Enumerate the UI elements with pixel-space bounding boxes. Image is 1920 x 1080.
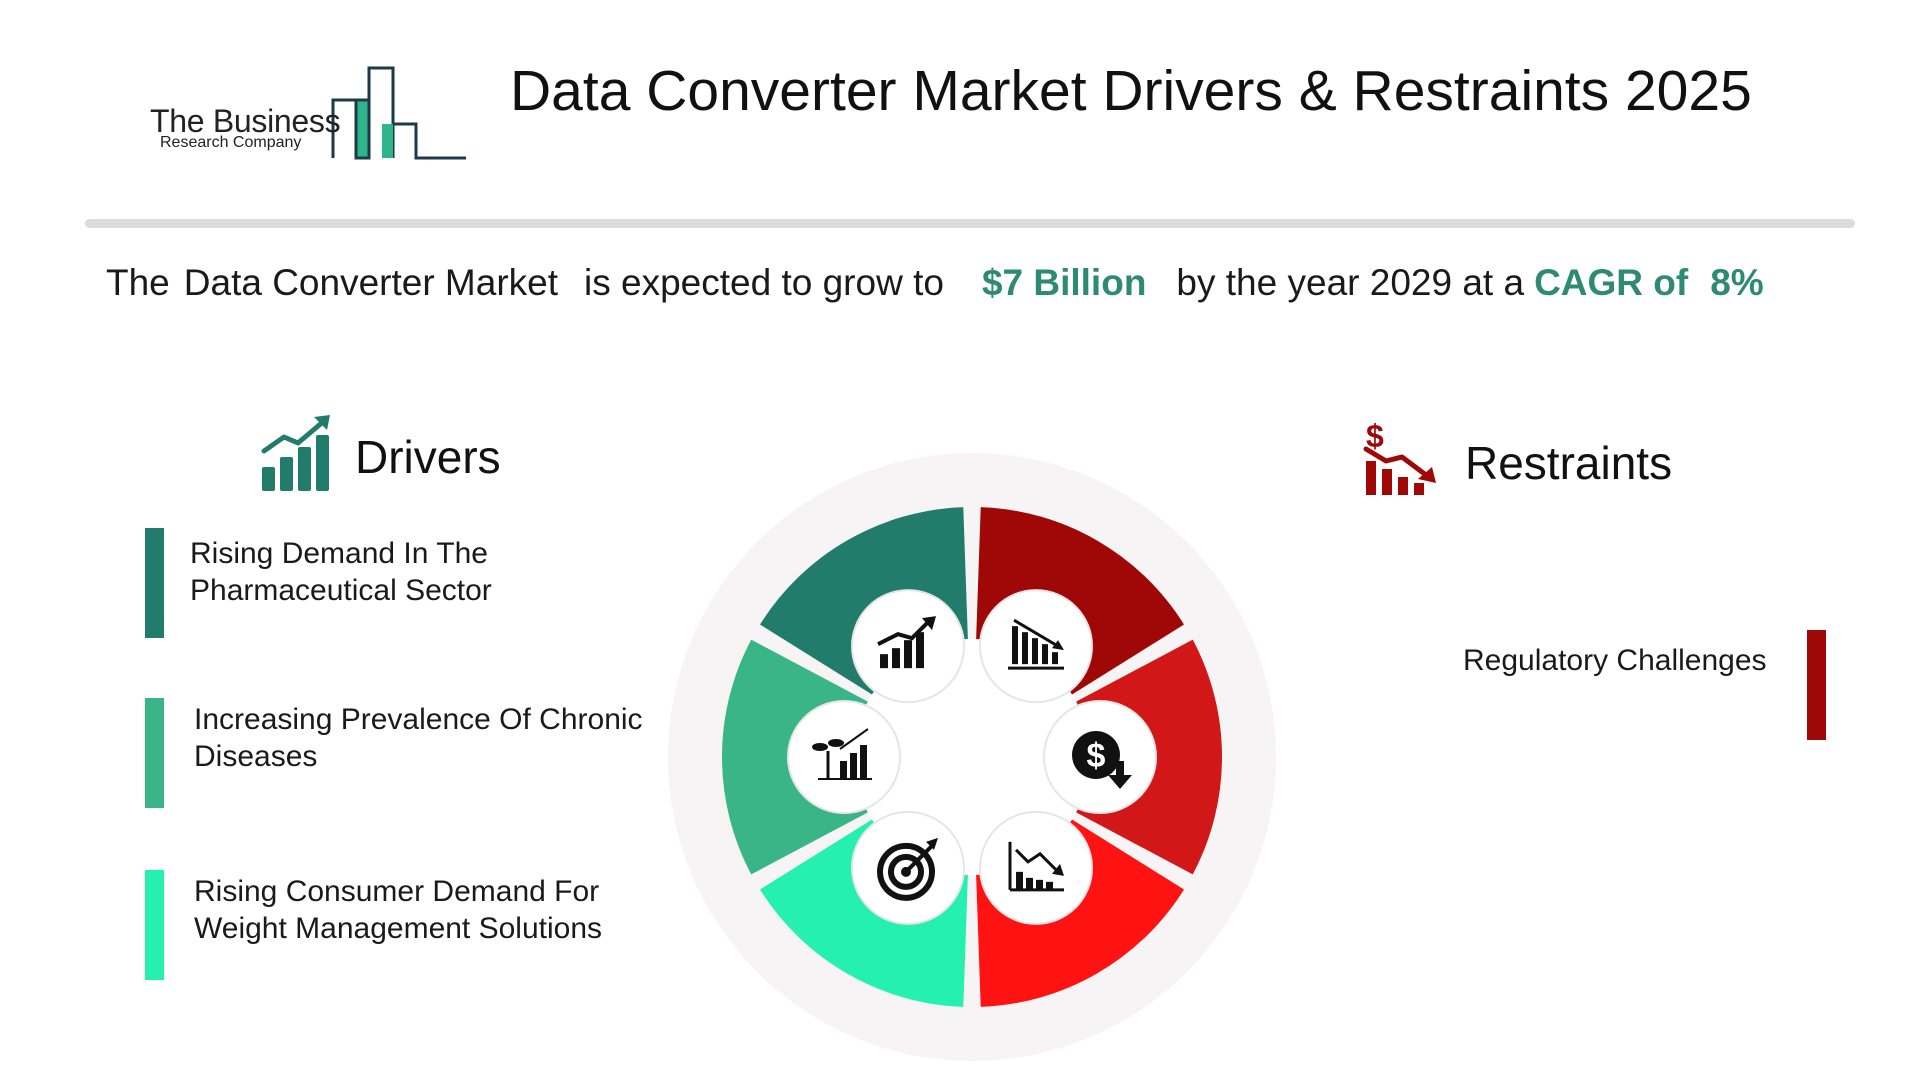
company-logo: The Business Research Company	[148, 60, 468, 165]
market-headline: The Data Converter Market is expected to g…	[106, 262, 1764, 304]
headline-market: Data Converter Market	[183, 262, 559, 303]
logo-text-line1: The Business	[150, 103, 341, 139]
driver-3-line2: Weight Management Solutions	[194, 912, 603, 945]
dollar-decline-icon: $	[1362, 417, 1438, 502]
driver-item-2: Increasing Prevalence Of Chronic Disease…	[194, 701, 643, 775]
driver-1-line2: Pharmaceutical Sector	[190, 574, 492, 607]
restraint-item-1: Regulatory Challenges	[1463, 644, 1767, 677]
headline-value: $7 Billion	[981, 262, 1147, 303]
driver-2-color-bar	[145, 698, 164, 808]
drivers-restraints-wheel: $	[662, 447, 1282, 1072]
driver-item-1: Rising Demand In The Pharmaceutical Sect…	[190, 535, 492, 609]
driver-3-line1: Rising Consumer Demand For	[194, 875, 600, 908]
growth-chart-icon	[851, 589, 965, 704]
svg-text:$: $	[1366, 418, 1384, 454]
growth-bars-icon	[260, 415, 332, 498]
driver-3-color-bar	[145, 870, 164, 980]
drivers-heading: Drivers	[355, 431, 501, 483]
driver-item-3: Rising Consumer Demand For Weight Manage…	[194, 873, 602, 947]
declining-chart-icon	[979, 810, 1093, 925]
driver-1-line1: Rising Demand In The	[190, 537, 488, 570]
headline-cagr-label: CAGR of	[1534, 262, 1689, 303]
svg-text:$: $	[1087, 737, 1106, 775]
headline-year-text: by the year 2029 at a	[1176, 262, 1525, 303]
logo-buildings-graphic	[331, 66, 466, 160]
headline-cagr-value: 8%	[1710, 262, 1764, 303]
declining-bars-icon	[979, 589, 1093, 704]
dollar-down-icon: $	[1043, 700, 1157, 814]
headline-mid: is expected to grow to	[584, 262, 944, 303]
header-divider	[85, 219, 1855, 228]
headline-prefix: The	[106, 262, 170, 303]
target-icon	[851, 810, 965, 925]
plant-growth-chart-icon	[787, 700, 901, 814]
logo-text-line2: Research Company	[160, 134, 302, 151]
driver-2-line1: Increasing Prevalence Of Chronic	[194, 703, 643, 736]
page-title: Data Converter Market Drivers & Restrain…	[510, 59, 1752, 123]
restraint-1-color-bar	[1807, 630, 1826, 740]
driver-2-line2: Diseases	[194, 740, 318, 773]
restraints-heading: Restraints	[1465, 437, 1673, 489]
driver-1-color-bar	[145, 528, 164, 638]
